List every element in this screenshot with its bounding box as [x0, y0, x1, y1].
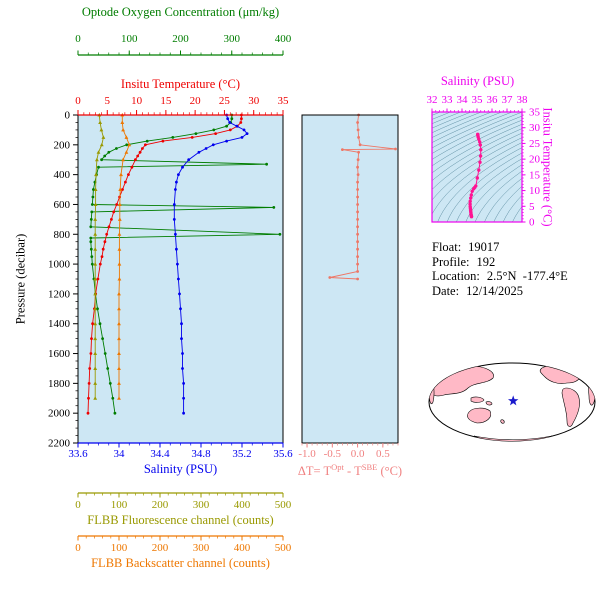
svg-text:20: 20: [529, 154, 541, 166]
date-label: Date:: [432, 283, 460, 298]
svg-text:25: 25: [219, 95, 231, 107]
delta-t-label-post: (°C): [377, 464, 403, 479]
profile-plot: 0200400600800100012001400160018002000220…: [48, 33, 293, 554]
svg-text:35: 35: [278, 95, 290, 107]
svg-text:34: 34: [457, 94, 469, 106]
svg-text:35: 35: [472, 94, 484, 106]
svg-text:35.2: 35.2: [232, 448, 251, 460]
oxygen-axis-label: Optode Oxygen Concentration (μm/kg): [81, 5, 280, 19]
svg-text:25: 25: [529, 138, 541, 150]
pressure-axis-label: Pressure (decibar): [13, 233, 28, 325]
float-location-star: [508, 395, 519, 406]
fluorescence-axis-label: FLBB Fluorescence channel (counts): [87, 513, 274, 527]
date-value: 12/14/2025: [466, 283, 524, 298]
svg-text:-1.0: -1.0: [298, 448, 316, 460]
svg-text:5: 5: [105, 95, 111, 107]
svg-text:-0.5: -0.5: [324, 448, 342, 460]
svg-text:600: 600: [54, 199, 71, 211]
temperature-axis-label: Insitu Temperature (°C): [120, 77, 241, 91]
svg-text:0: 0: [75, 542, 81, 554]
profile-row: Profile: 192: [432, 255, 568, 270]
float-info-block: Float: 19017 Profile: 192 Location: 2.5°N -…: [432, 240, 568, 298]
world-map: [428, 362, 596, 442]
svg-text:35.6: 35.6: [273, 448, 293, 460]
svg-text:300: 300: [193, 499, 210, 511]
svg-text:500: 500: [275, 499, 292, 511]
ts-temperature-axis-label: Insitu Temperature (°C): [540, 107, 555, 227]
svg-text:15: 15: [529, 169, 541, 181]
svg-text:10: 10: [529, 185, 541, 197]
svg-text:200: 200: [172, 33, 189, 45]
svg-text:20: 20: [190, 95, 202, 107]
svg-text:800: 800: [54, 229, 71, 241]
backscatter-axis-label: FLBB Backscatter channel (counts): [91, 556, 270, 570]
svg-text:37: 37: [502, 94, 514, 106]
svg-text:400: 400: [234, 542, 251, 554]
svg-text:34: 34: [114, 448, 126, 460]
svg-text:34.8: 34.8: [191, 448, 211, 460]
svg-text:1400: 1400: [48, 318, 71, 330]
svg-text:400: 400: [54, 169, 71, 181]
delta-t-label-mid: - T: [343, 464, 362, 479]
svg-text:400: 400: [234, 499, 251, 511]
date-row: Date: 12/14/2025: [432, 284, 568, 299]
profile-value: 192: [476, 254, 496, 269]
svg-text:0: 0: [529, 217, 535, 229]
svg-text:300: 300: [193, 542, 210, 554]
ts-salinity-axis-label: Salinity (PSU): [440, 74, 515, 88]
svg-text:34.4: 34.4: [150, 448, 170, 460]
svg-text:100: 100: [111, 542, 128, 554]
delta-t-axis-label: ΔT= TOpt - TSBE (°C): [288, 462, 412, 479]
svg-text:500: 500: [275, 542, 292, 554]
svg-text:0: 0: [65, 110, 71, 122]
svg-text:38: 38: [517, 94, 529, 106]
svg-text:300: 300: [224, 33, 241, 45]
svg-text:0.0: 0.0: [351, 448, 365, 460]
svg-text:33: 33: [442, 94, 454, 106]
svg-text:1000: 1000: [48, 259, 71, 271]
salinity-axis-label: Salinity (PSU): [143, 462, 218, 476]
svg-text:100: 100: [121, 33, 138, 45]
svg-text:200: 200: [152, 542, 169, 554]
location-label: Location:: [432, 269, 480, 283]
svg-text:32: 32: [427, 94, 438, 106]
svg-text:200: 200: [54, 139, 71, 151]
svg-text:5: 5: [529, 201, 535, 213]
svg-text:0: 0: [75, 499, 81, 511]
svg-text:0: 0: [75, 33, 81, 45]
delta-t-label-sup2: SBE: [361, 462, 378, 472]
svg-text:100: 100: [111, 499, 128, 511]
svg-text:35: 35: [529, 107, 541, 119]
svg-text:30: 30: [529, 122, 541, 134]
delta-t-plot: -1.0 -0.5 0.0 0.5: [298, 113, 399, 460]
svg-text:2200: 2200: [48, 438, 71, 450]
delta-t-label-pre: ΔT= T: [297, 464, 332, 479]
svg-text:1200: 1200: [48, 288, 71, 300]
svg-text:10: 10: [131, 95, 143, 107]
svg-text:33.6: 33.6: [68, 448, 88, 460]
svg-text:1600: 1600: [48, 348, 71, 360]
svg-text:30: 30: [248, 95, 260, 107]
location-row: Location: 2.5°N -177.4°E: [432, 269, 568, 284]
svg-text:2000: 2000: [48, 408, 71, 420]
float-id-row: Float: 19017: [432, 240, 568, 255]
svg-text:1800: 1800: [48, 378, 71, 390]
profile-label: Profile:: [432, 254, 470, 269]
svg-text:0: 0: [75, 95, 81, 107]
location-value: 2.5°N -177.4°E: [486, 269, 568, 283]
svg-text:400: 400: [275, 33, 292, 45]
svg-text:200: 200: [152, 499, 169, 511]
svg-text:36: 36: [487, 94, 499, 106]
delta-t-label-sup1: Opt: [331, 462, 344, 472]
float-id-label: Float:: [432, 240, 462, 254]
svg-text:0.5: 0.5: [376, 448, 390, 460]
svg-text:15: 15: [160, 95, 172, 107]
float-id-value: 19017: [468, 240, 500, 254]
